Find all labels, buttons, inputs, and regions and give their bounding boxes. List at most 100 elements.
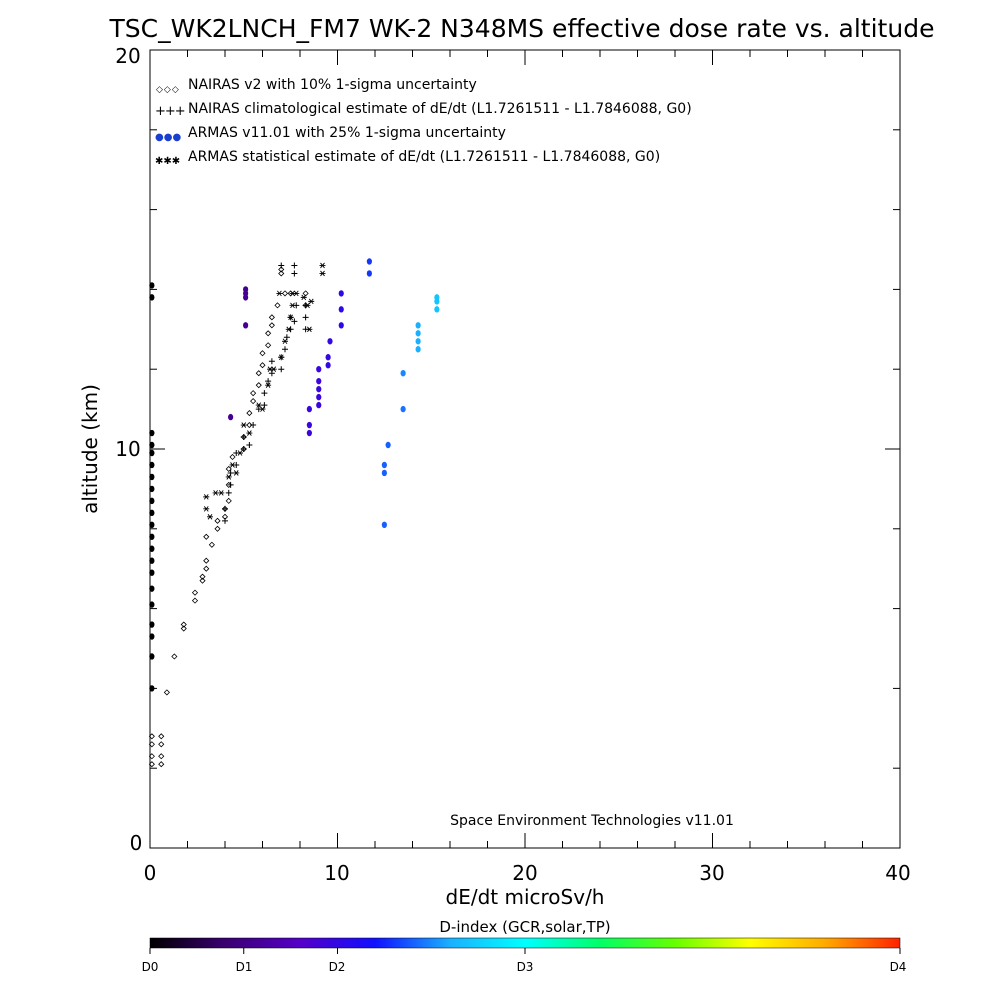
data-point-asterisk [246, 430, 253, 436]
data-point-asterisk [259, 406, 266, 412]
chart-annotation: Space Environment Technologies v11.01 [450, 813, 734, 829]
data-point-diamond [246, 421, 253, 429]
data-point-armas [306, 421, 312, 429]
data-point-diamond [225, 465, 232, 473]
data-point-armas [149, 473, 155, 481]
data-point-asterisk [207, 514, 213, 520]
data-point-asterisk [203, 506, 210, 512]
data-point-armas [243, 286, 249, 293]
data-point-asterisk [287, 314, 294, 321]
data-point-armas [366, 258, 372, 265]
data-point-diamond [225, 497, 232, 504]
x-tick-label-40: 40 [885, 861, 910, 885]
plot-frame [149, 49, 901, 849]
data-point-plus [278, 366, 285, 373]
data-point-armas [149, 557, 155, 564]
colorbar-ticks [149, 948, 901, 954]
data-point-diamond [180, 621, 187, 628]
legend-label-armas-stat: ARMAS statistical estimate of dE/dt (L1.… [188, 149, 660, 165]
data-point-diamond [274, 302, 281, 309]
data-point-plus [246, 442, 253, 449]
y-tick-label-10: 10 [115, 437, 140, 461]
data-point-asterisk [233, 470, 240, 476]
data-point-asterisk [282, 338, 288, 345]
data-point-armas [149, 441, 155, 449]
data-point-diamond [278, 266, 285, 273]
data-point-plus [250, 422, 257, 429]
data-point-armas [385, 441, 391, 449]
data-point-asterisk [225, 474, 232, 480]
data-point-asterisk [270, 366, 277, 372]
data-point-armas [366, 270, 372, 277]
data-point-diamond [158, 761, 165, 768]
data-point-diamond [281, 290, 289, 297]
x-tick-label-20: 20 [512, 861, 537, 885]
data-point-armas [306, 429, 312, 437]
y-tick-label-0: 0 [130, 831, 143, 855]
data-point-diamond [268, 322, 275, 329]
data-point-plus [240, 446, 247, 452]
data-point-armas [381, 521, 387, 529]
data-point-plus [291, 270, 298, 277]
x-tick-label-0: 0 [144, 861, 157, 885]
data-point-diamond [250, 398, 257, 405]
legend-label-armas: ARMAS v11.01 with 25% 1-sigma uncertaint… [188, 125, 506, 141]
data-marks [148, 258, 440, 768]
data-point-asterisk [308, 298, 315, 305]
data-point-asterisk [255, 402, 262, 408]
data-point-diamond [246, 410, 253, 417]
data-point-diamond [214, 525, 221, 532]
data-point-asterisk [265, 382, 272, 388]
data-point-diamond [171, 653, 178, 660]
data-point-armas [400, 405, 406, 413]
legend-symbol-nairas-v2: ◇◇◇ [156, 85, 180, 95]
data-point-plus [268, 358, 275, 365]
colorbar-label-d4: D4 [890, 960, 907, 974]
data-point-armas [228, 413, 234, 421]
data-point-asterisk [237, 450, 243, 456]
data-point-armas [415, 346, 421, 353]
legend-symbol-armas-stat: ✱✱✱ [155, 156, 180, 167]
data-point-armas [149, 509, 155, 517]
data-point-plus [240, 434, 247, 441]
data-point-plus [302, 314, 309, 321]
colorbar-label-d2: D2 [329, 960, 346, 974]
data-point-asterisk [203, 494, 210, 500]
data-point-diamond [148, 753, 155, 760]
data-point-diamond [302, 290, 309, 297]
legend-symbol-armas: ●●● [155, 132, 181, 143]
data-point-diamond [199, 577, 206, 584]
data-point-armas [434, 306, 440, 313]
data-point-asterisk [319, 262, 326, 269]
chart-title: TSC_WK2LNCH_FM7 WK-2 N348MS effective do… [109, 14, 935, 43]
data-point-plus [225, 489, 232, 496]
data-point-armas [316, 393, 322, 401]
data-point-armas [149, 633, 155, 640]
colorbar-label-d0: D0 [142, 960, 159, 974]
data-point-armas [434, 294, 440, 301]
data-point-plus [278, 262, 285, 269]
data-point-armas [149, 294, 155, 301]
data-point-plus [227, 481, 234, 488]
data-point-diamond [203, 565, 210, 572]
data-point-diamond [163, 689, 170, 696]
data-point-diamond [148, 741, 155, 748]
x-tick-labels: 0 10 20 30 40 [144, 861, 911, 885]
data-point-armas [243, 322, 249, 329]
data-point-armas [415, 330, 421, 337]
data-point-armas [149, 685, 155, 692]
data-point-diamond [250, 390, 257, 397]
data-point-diamond [158, 753, 165, 760]
x-tick-label-30: 30 [699, 861, 724, 885]
data-point-armas [149, 621, 155, 628]
data-point-armas [149, 569, 155, 576]
data-point-armas [316, 366, 322, 373]
data-point-armas [338, 290, 344, 297]
data-point-diamond [148, 733, 155, 740]
data-point-diamond [268, 314, 275, 321]
data-point-asterisk [289, 290, 296, 297]
y-tick-label-20: 20 [115, 44, 140, 68]
data-point-diamond [259, 362, 266, 369]
data-point-armas [149, 653, 155, 660]
legend-label-nairas-clim: NAIRAS climatological estimate of dE/dt … [188, 101, 692, 117]
